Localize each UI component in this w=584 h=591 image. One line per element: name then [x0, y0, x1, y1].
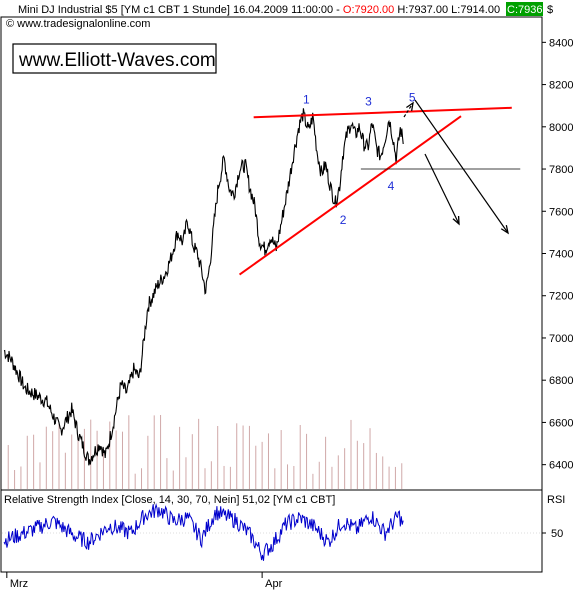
- header-title: Mini DJ Industrial $5 [YM c1 CBT 1 Stund…: [18, 4, 500, 16]
- header-high: H:7937.00: [394, 4, 448, 16]
- header-dollar: $: [547, 4, 553, 16]
- brand-text[interactable]: www.Elliott-Waves.com: [18, 50, 216, 71]
- price-tick-label: 8400: [549, 37, 573, 49]
- price-panel-frame: [0, 16, 543, 491]
- time-tick-label: Apr: [265, 578, 282, 590]
- price-tick-label: 7400: [549, 249, 573, 261]
- rsi-panel-label: RSI: [547, 494, 565, 506]
- brand-box: [12, 43, 217, 74]
- short-target-arrow-shaft: [424, 153, 460, 225]
- price-tick-label: 8000: [549, 122, 573, 134]
- wave5-arrow-head: [406, 101, 414, 111]
- rsi-value: 51,02: [242, 494, 270, 506]
- long-target-arrow-head: [500, 225, 509, 235]
- price-tick-label: 7200: [549, 291, 573, 303]
- volume-bars: [7, 414, 403, 489]
- time-tick-label: Mrz: [10, 578, 28, 590]
- lower-trendline: [238, 115, 462, 276]
- wave-label: 4: [388, 179, 395, 193]
- long-target-arrow-shaft: [414, 99, 509, 234]
- rsi-series: [2, 502, 541, 561]
- rsi-panel-frame: [0, 489, 543, 573]
- rsi-tick-label: 50: [551, 528, 563, 540]
- rsi-title-text: Relative Strength Index [Close, 14, 30, …: [4, 494, 239, 506]
- price-tick-label: 6400: [549, 460, 573, 472]
- header-open: O:7920.00: [343, 4, 394, 16]
- price-tick-label: 6600: [549, 417, 573, 429]
- wave-label: 5: [409, 90, 416, 104]
- wave5-arrow-shaft: [403, 102, 414, 118]
- price-tick-label: 6800: [549, 375, 573, 387]
- header-close: C:7936.00: [507, 4, 558, 16]
- price-tick-label: 7800: [549, 164, 573, 176]
- close-badge: [506, 2, 543, 16]
- header-prefix: Mini DJ Industrial $5 [YM c1 CBT 1 Stund…: [18, 4, 343, 16]
- upper-trendline: [253, 106, 512, 119]
- rsi-instrument: [YM c1 CBT]: [273, 494, 335, 506]
- time-axis: Mrz Apr: [6, 572, 283, 590]
- annotations: 1 2 3 4 5: [238, 90, 521, 276]
- wave-label: 3: [365, 95, 372, 109]
- wave-label: 1: [303, 93, 310, 107]
- short-target-arrow-head: [452, 215, 460, 226]
- rsi-axis: 50: [542, 528, 563, 540]
- short-target-arrow: [424, 153, 460, 226]
- rsi-line: [3, 502, 404, 561]
- price-tick-label: 8200: [549, 80, 573, 92]
- header-low: L:7914.00: [448, 4, 500, 16]
- long-target-arrow: [414, 99, 509, 235]
- price-tick-label: 7600: [549, 206, 573, 218]
- wave5-arrow: [403, 101, 414, 118]
- price-tick-label: 7000: [549, 333, 573, 345]
- header-copyright: © www.tradesignalonline.com: [6, 18, 150, 30]
- wave-label: 2: [340, 213, 347, 227]
- rsi-title: Relative Strength Index [Close, 14, 30, …: [4, 494, 335, 506]
- price-axis: 6400 6600 6800 7000 7200 7400 7600 7800 8000 8200…: [542, 37, 573, 472]
